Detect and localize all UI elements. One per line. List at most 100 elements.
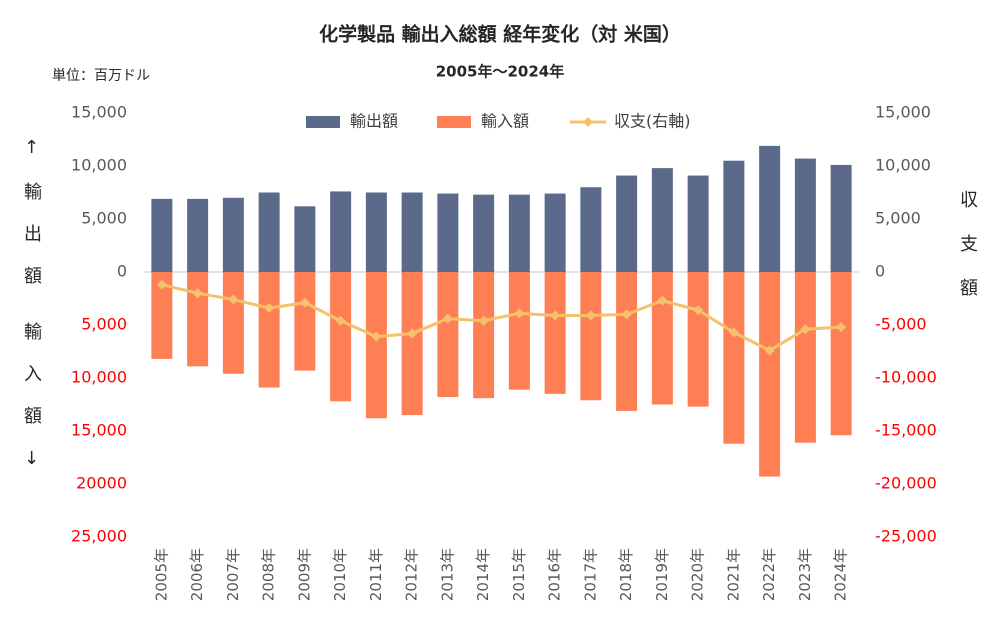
marker (836, 322, 847, 333)
marker (657, 295, 668, 306)
bar (759, 145, 781, 272)
y2-tick-label: -10,000 (875, 368, 937, 387)
bar (651, 272, 673, 405)
bar (473, 194, 495, 272)
x-tick-label: 2024年 (832, 548, 850, 601)
x-tick-label: 2020年 (689, 548, 707, 601)
bar (187, 272, 209, 367)
x-tick-label: 2006年 (188, 548, 206, 601)
bar (365, 192, 387, 272)
marker (550, 310, 561, 321)
chart-subtitle: 2005年～2024年 (436, 63, 565, 81)
marker (299, 297, 310, 308)
bar (473, 272, 495, 399)
marker (192, 288, 203, 299)
x-tick-label: 2008年 (260, 548, 278, 601)
y-tick-label: 10,000 (71, 368, 127, 387)
line (161, 283, 842, 353)
bar (151, 272, 173, 359)
marker (693, 305, 704, 316)
marker (442, 313, 453, 324)
marker (264, 303, 275, 314)
bar (580, 187, 602, 272)
y-tick-label: 15,000 (71, 421, 127, 440)
bar (294, 272, 316, 371)
y2-tick-label: 5,000 (875, 209, 921, 228)
y-tick-label: 5,000 (81, 315, 127, 334)
bar (508, 272, 530, 390)
x-tick-label: 2016年 (546, 548, 564, 601)
bar (258, 192, 280, 272)
y2-tick-label: 0 (875, 262, 885, 281)
legend-label: 輸入額 (481, 112, 529, 131)
marker (478, 315, 489, 326)
y-axis-label-top: ↑輸出額 (21, 137, 42, 308)
marker (335, 315, 346, 326)
x-tick-label: 2017年 (581, 548, 599, 601)
y2-tick-label: -20,000 (875, 474, 937, 493)
bar (794, 272, 816, 443)
x-tick-label: 2010年 (331, 548, 349, 601)
y-tick-label: 5,000 (81, 209, 127, 228)
bar (830, 272, 852, 436)
marker (621, 309, 632, 320)
bar (544, 193, 566, 272)
bar (437, 193, 459, 272)
bar (437, 272, 459, 398)
x-tick-label: 2007年 (224, 548, 242, 601)
bar (151, 198, 173, 272)
bar (723, 272, 745, 444)
y2-tick-label: 15,000 (875, 103, 931, 122)
bar (687, 272, 709, 407)
y2-tick-label: -5,000 (875, 315, 927, 334)
x-tick-label: 2021年 (724, 548, 742, 601)
bar (222, 197, 244, 272)
y2-tick-label: 10,000 (875, 156, 931, 175)
legend-swatch (306, 116, 340, 128)
chart-title: 化学製品 輸出入総額 経年変化（対 米国） (319, 23, 681, 46)
unit-label: 単位：百万ドル (52, 68, 150, 84)
x-tick-label: 2022年 (760, 548, 778, 601)
y-tick-label: 25,000 (71, 527, 127, 546)
bar (723, 160, 745, 272)
bar (616, 175, 638, 272)
bar (616, 272, 638, 411)
marker (228, 294, 239, 305)
y-tick-label: 15,000 (71, 103, 127, 122)
bar (544, 272, 566, 394)
marker (728, 327, 739, 338)
marker (407, 328, 418, 339)
x-tick-label: 2012年 (403, 548, 421, 601)
bar (258, 272, 280, 388)
bar (794, 158, 816, 272)
x-tick-label: 2011年 (367, 548, 385, 601)
marker (371, 331, 382, 342)
marker (156, 279, 167, 290)
x-tick-label: 2019年 (653, 548, 671, 601)
bar (330, 191, 352, 272)
y-tick-label: 20000 (76, 474, 127, 493)
bar (222, 272, 244, 374)
y-tick-label: 10,000 (71, 156, 127, 175)
y-tick-label: 0 (117, 262, 127, 281)
bar (401, 272, 423, 416)
marker (514, 308, 525, 319)
bar (401, 192, 423, 272)
legend-label: 収支(右軸) (614, 112, 691, 131)
x-tick-label: 2009年 (295, 548, 313, 601)
bar (759, 272, 781, 477)
bar (294, 206, 316, 272)
x-tick-label: 2013年 (438, 548, 456, 601)
marker (800, 324, 811, 335)
bar (365, 272, 387, 419)
legend-marker (583, 117, 593, 127)
bar (687, 175, 709, 272)
bar (830, 164, 852, 272)
x-tick-label: 2018年 (617, 548, 635, 601)
bar (508, 194, 530, 272)
bar (330, 272, 352, 402)
bar (651, 168, 673, 272)
y2-axis-label: 収支額 (957, 190, 978, 322)
